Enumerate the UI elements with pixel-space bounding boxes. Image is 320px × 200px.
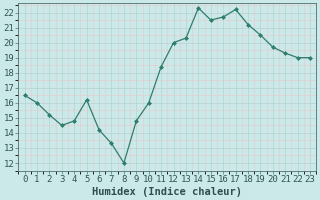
- X-axis label: Humidex (Indice chaleur): Humidex (Indice chaleur): [92, 186, 242, 197]
